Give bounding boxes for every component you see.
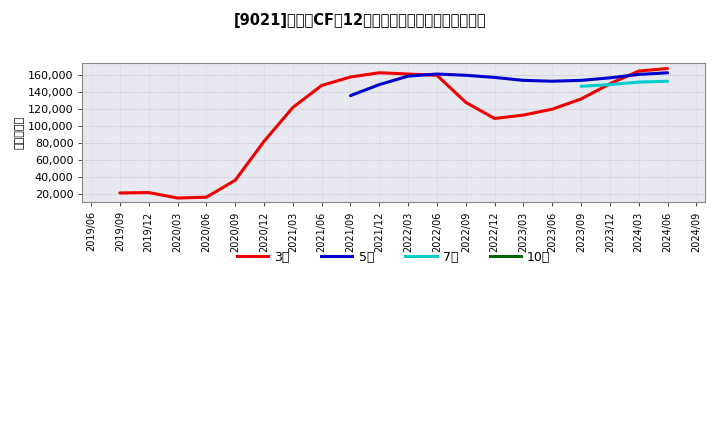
3年 [260,139,269,144]
Y-axis label: （百万円）: （百万円） [15,116,25,149]
5年 [663,70,672,75]
3年 [231,178,240,183]
3年 [663,66,672,71]
3年 [346,74,355,80]
5年 [490,75,499,80]
7年 [634,80,643,85]
5年 [346,93,355,98]
7年 [577,84,585,89]
3年 [462,100,470,105]
3年 [634,69,643,74]
Line: 7年: 7年 [581,81,667,86]
5年 [548,79,557,84]
5年 [606,75,614,81]
3年 [174,195,182,201]
3年 [404,71,413,77]
3年 [318,83,326,88]
Text: [9021]　営業CFだ12か月移動合計の標準偏差の推移: [9021] 営業CFだ12か月移動合計の標準偏差の推移 [234,13,486,28]
3年 [375,70,384,75]
5年 [634,72,643,77]
5年 [462,73,470,78]
7年 [606,82,614,87]
3年 [116,191,125,196]
5年 [375,82,384,87]
5年 [433,71,441,77]
5年 [519,78,528,83]
7年 [663,79,672,84]
5年 [404,73,413,79]
3年 [433,73,441,78]
3年 [577,96,585,102]
Line: 5年: 5年 [351,73,667,95]
3年 [490,116,499,121]
3年 [289,105,297,110]
3年 [606,81,614,86]
5年 [577,78,585,83]
Line: 3年: 3年 [120,69,667,198]
3年 [548,106,557,112]
3年 [145,190,153,195]
3年 [519,113,528,118]
Legend: 3年, 5年, 7年, 10年: 3年, 5年, 7年, 10年 [232,246,555,269]
3年 [202,194,211,200]
